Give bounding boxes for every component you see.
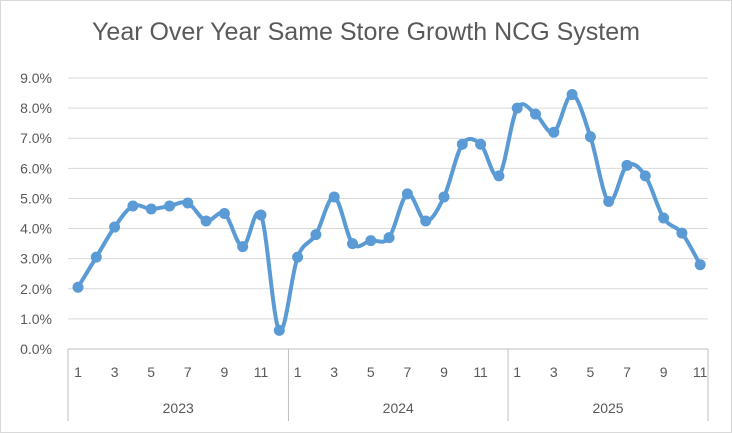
y-tick-label: 4.0%: [20, 221, 52, 237]
data-point: [548, 126, 560, 138]
data-point: [621, 159, 633, 171]
x-group-label: 2024: [383, 400, 414, 416]
x-tick-label: 7: [184, 364, 192, 380]
data-point: [438, 191, 450, 203]
series-line: [76, 92, 703, 333]
data-point: [164, 200, 175, 212]
data-point: [456, 138, 468, 150]
x-tick-label: 9: [221, 364, 229, 380]
x-tick-label: 1: [294, 364, 302, 380]
chart-title: Year Over Year Same Store Growth NCG Sys…: [92, 18, 640, 46]
data-point: [566, 89, 578, 101]
x-axis: 1 3 5 7 9 11 2023 1 3 5 7 9 11 2024 1 3 5 7 9 11 2025: [67, 348, 709, 421]
y-tick-label: 3.0%: [20, 251, 52, 267]
x-tick-label: 7: [404, 364, 412, 380]
data-point: [493, 170, 505, 182]
gridlines: [68, 77, 708, 350]
data-point: [273, 324, 285, 336]
y-tick-label: 6.0%: [20, 160, 52, 176]
data-point: [530, 108, 541, 120]
y-tick-label: 5.0%: [20, 190, 52, 206]
x-tick-label: 5: [587, 364, 595, 380]
y-tick-label: 9.0%: [20, 70, 52, 86]
x-tick-label: 1: [74, 364, 82, 380]
data-point: [658, 212, 670, 224]
data-point: [475, 138, 487, 150]
data-point: [694, 259, 706, 271]
x-tick-label: 3: [550, 364, 558, 380]
data-point: [237, 241, 249, 253]
data-point: [347, 238, 358, 250]
y-tick-label: 2.0%: [20, 281, 52, 297]
data-point: [182, 197, 194, 209]
data-point: [365, 235, 377, 247]
series-layer: [72, 89, 706, 336]
data-point: [72, 281, 84, 293]
y-tick-label: 7.0%: [20, 130, 52, 146]
data-point: [292, 251, 304, 263]
data-point: [511, 102, 523, 114]
data-point: [603, 195, 615, 207]
data-point: [145, 203, 157, 215]
data-point: [584, 131, 596, 143]
data-point: [676, 227, 688, 239]
data-point: [255, 209, 267, 221]
data-point: [109, 221, 121, 233]
x-tick-label: 5: [367, 364, 375, 380]
x-tick-label: 11: [254, 364, 269, 380]
x-group-label: 2025: [592, 400, 623, 416]
data-point: [200, 215, 212, 227]
y-tick-label: 8.0%: [20, 100, 52, 116]
data-point: [127, 200, 139, 212]
data-point: [383, 232, 395, 244]
y-axis-ticks: 0.0% 1.0% 2.0% 3.0% 4.0% 5.0% 6.0% 7.0% 8.0% 9.0%: [20, 70, 52, 357]
x-tick-label: 1: [513, 364, 521, 380]
data-point: [420, 215, 432, 227]
data-point: [218, 208, 230, 219]
x-group-label: 2023: [163, 400, 194, 416]
data-point: [401, 188, 413, 200]
x-tick-label: 7: [623, 364, 631, 380]
x-tick-label: 5: [147, 364, 155, 380]
x-tick-label: 11: [693, 364, 708, 380]
data-point: [639, 170, 651, 182]
data-point: [328, 191, 340, 203]
x-tick-label: 11: [473, 364, 488, 380]
x-tick-label: 9: [660, 364, 668, 380]
x-tick-label: 3: [330, 364, 338, 380]
data-point: [310, 229, 322, 241]
y-tick-label: 1.0%: [20, 311, 52, 327]
y-tick-label: 0.0%: [20, 341, 52, 357]
x-tick-label: 3: [111, 364, 119, 380]
data-point: [90, 251, 102, 263]
x-tick-label: 9: [440, 364, 448, 380]
